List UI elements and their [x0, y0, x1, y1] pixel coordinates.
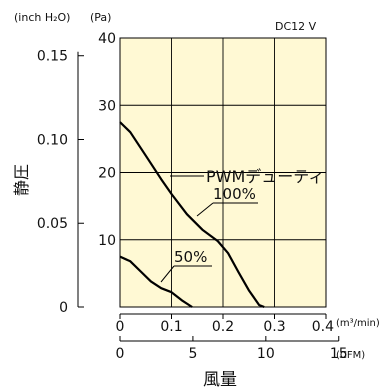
- m3min-tick-label: 0: [116, 319, 125, 335]
- series-label-50: 50%: [174, 248, 207, 266]
- unit-inch-label: (inch H₂O): [14, 11, 70, 24]
- series-marks: 100% 50%: [119, 121, 265, 309]
- pa-tick-label: 10: [98, 233, 116, 249]
- m3min-tick-label: 0.3: [263, 319, 285, 335]
- pa-tick-label: 30: [98, 98, 116, 114]
- inch-tick-label: 0.10: [37, 132, 68, 148]
- labels: (inch H₂O) (Pa) DC12 V 静圧 風量 (m³/min) (C…: [12, 11, 380, 390]
- corner-annotation: DC12 V: [275, 20, 317, 33]
- series-line-100pct: [119, 121, 265, 309]
- cfm-tick-label: 15: [330, 346, 348, 362]
- unit-pa-label: (Pa): [90, 11, 111, 24]
- pa-tick-label: 20: [98, 166, 116, 182]
- cfm-tick-label: 10: [257, 346, 275, 362]
- label-100-leader: [196, 202, 214, 217]
- cfm-tick-label: 0: [116, 346, 125, 362]
- y-axis-title: 静圧: [12, 164, 31, 196]
- axes: [77, 51, 340, 342]
- inch-tick-label: 0.05: [37, 216, 68, 232]
- series-line-50pct: [119, 255, 193, 308]
- m3min-tick-label: 0.1: [160, 319, 182, 335]
- series-title: PWMデューティ: [206, 167, 324, 186]
- inch-tick-label: 0: [59, 300, 68, 316]
- x-unit-bottom: (CFM): [336, 350, 365, 361]
- m3min-tick-label: 0.4: [312, 319, 334, 335]
- pa-tick-label: 40: [98, 31, 116, 47]
- plot-area: [119, 37, 327, 308]
- inch-tick-label: 0.15: [37, 49, 68, 65]
- series-label-100: 100%: [213, 185, 256, 203]
- label-50-leader: [160, 265, 175, 283]
- cfm-tick-label: 5: [188, 346, 197, 362]
- m3min-tick-label: 0.2: [212, 319, 234, 335]
- x-axis-title: 風量: [203, 370, 237, 390]
- x-unit-top: (m³/min): [336, 318, 380, 329]
